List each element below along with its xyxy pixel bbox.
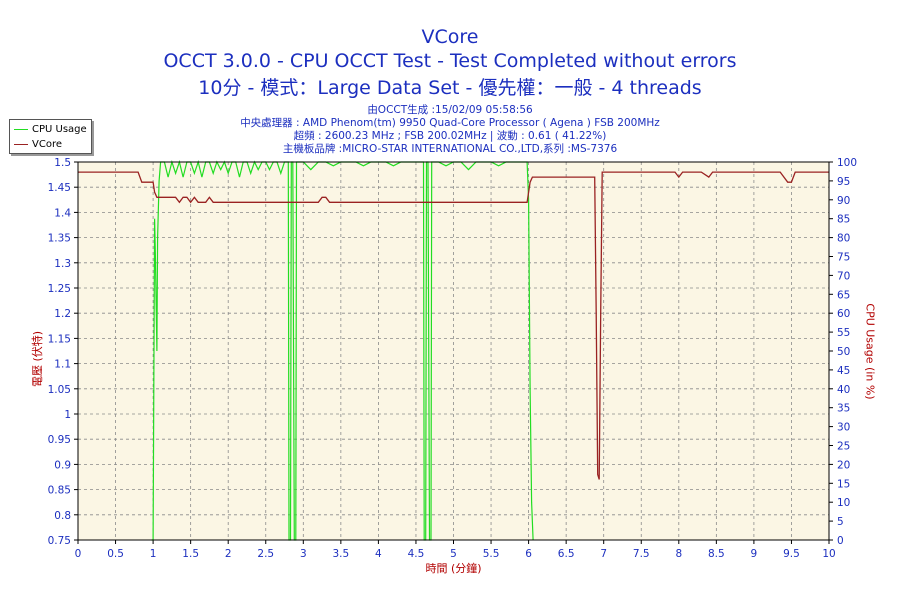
x-tick-label: 4.5 (408, 548, 425, 560)
y-left-tick-label: 1.15 (48, 333, 71, 345)
y-right-tick-label: 50 (837, 346, 850, 358)
x-tick-label: 9 (751, 548, 758, 560)
y-right-tick-label: 55 (837, 327, 850, 339)
y-left-tick-label: 0.95 (48, 434, 71, 446)
x-tick-label: 1 (150, 548, 157, 560)
x-tick-label: 5 (450, 548, 457, 560)
x-tick-label: 0 (75, 548, 82, 560)
y-left-tick-label: 0.85 (48, 485, 71, 497)
chart-subtitle-test: OCCT 3.0.0 - CPU OCCT Test - Test Comple… (163, 50, 737, 72)
y-left-tick-label: 1.45 (48, 182, 71, 194)
info-clock: 超頻 : 2600.23 MHz ; FSB 200.02MHz | 波動 : … (293, 130, 607, 142)
x-tick-label: 10 (822, 548, 835, 560)
y-axis-label-right: CPU Usage (in %) (863, 303, 877, 400)
y-right-tick-label: 10 (837, 497, 850, 509)
x-tick-label: 7 (600, 548, 607, 560)
y-left-tick-label: 1.25 (48, 283, 71, 295)
y-right-tick-label: 35 (837, 403, 850, 415)
legend-label-cpu-usage: CPU Usage (32, 123, 87, 135)
x-axis-label: 時間 (分鐘) (425, 561, 481, 575)
x-tick-label: 1.5 (182, 548, 199, 560)
x-tick-label: 9.5 (783, 548, 800, 560)
y-left-tick-label: 1.4 (54, 207, 71, 219)
info-motherboard: 主機板品牌 :MICRO-STAR INTERNATIONAL CO.,LTD,… (282, 143, 618, 155)
x-tick-label: 6 (525, 548, 532, 560)
legend-swatch-vcore (14, 143, 28, 145)
y-right-tick-label: 90 (837, 195, 850, 207)
y-left-tick-label: 0.8 (54, 510, 71, 522)
y-right-tick-label: 40 (837, 384, 850, 396)
y-right-tick-label: 20 (837, 459, 850, 471)
y-axis-label-left: 電壓 (伏特) (31, 330, 44, 388)
y-left-tick-label: 1 (64, 409, 71, 421)
legend-item-vcore: VCore (14, 138, 62, 150)
x-tick-label: 6.5 (558, 548, 575, 560)
x-tick-label: 3.5 (332, 548, 349, 560)
y-left-tick-label: 1.5 (54, 157, 71, 169)
y-right-tick-label: 80 (837, 233, 850, 245)
y-right-tick-label: 45 (837, 365, 850, 377)
y-left-tick-label: 1.3 (54, 258, 71, 270)
y-left-tick-label: 1.05 (48, 384, 71, 396)
y-right-tick-label: 65 (837, 289, 850, 301)
chart-subtitle-mode: 10分 - 模式：Large Data Set - 優先權：一般 - 4 thr… (198, 77, 702, 99)
legend-swatch-cpu-usage (14, 128, 28, 130)
y-right-tick-label: 70 (837, 270, 850, 282)
x-tick-label: 8 (675, 548, 682, 560)
x-tick-label: 2.5 (257, 548, 274, 560)
y-right-tick-label: 60 (837, 308, 850, 320)
y-left-tick-label: 0.9 (54, 459, 71, 471)
x-tick-label: 2 (225, 548, 232, 560)
x-tick-label: 4 (375, 548, 382, 560)
legend: CPU Usage VCore (9, 119, 92, 154)
y-left-tick-label: 1.35 (48, 233, 71, 245)
x-tick-label: 5.5 (483, 548, 500, 560)
y-right-tick-label: 5 (837, 516, 844, 528)
y-right-tick-label: 85 (837, 214, 850, 226)
x-tick-label: 3 (300, 548, 307, 560)
series-line-vcore (78, 171, 829, 480)
y-left-tick-label: 1.2 (54, 308, 71, 320)
chart-title: VCore (421, 26, 479, 48)
legend-label-vcore: VCore (32, 138, 62, 150)
info-cpu: 中央處理器 : AMD Phenom(tm) 9950 Quad-Core Pr… (240, 117, 660, 129)
x-tick-label: 8.5 (708, 548, 725, 560)
y-right-tick-label: 25 (837, 441, 850, 453)
series-line-cpu-usage (151, 159, 534, 541)
y-right-tick-label: 95 (837, 176, 850, 188)
x-tick-label: 7.5 (633, 548, 650, 560)
y-left-tick-label: 0.75 (48, 535, 71, 547)
y-right-tick-label: 100 (837, 157, 857, 169)
y-right-tick-label: 15 (837, 478, 850, 490)
info-generated: 由OCCT生成 :15/02/09 05:58:56 (367, 104, 533, 116)
legend-item-cpu-usage: CPU Usage (14, 123, 87, 135)
y-right-tick-label: 0 (837, 535, 844, 547)
x-tick-label: 0.5 (107, 548, 124, 560)
y-left-tick-label: 1.1 (54, 359, 71, 371)
y-right-tick-label: 75 (837, 252, 850, 264)
plot-frame (77, 161, 830, 541)
y-right-tick-label: 30 (837, 422, 850, 434)
